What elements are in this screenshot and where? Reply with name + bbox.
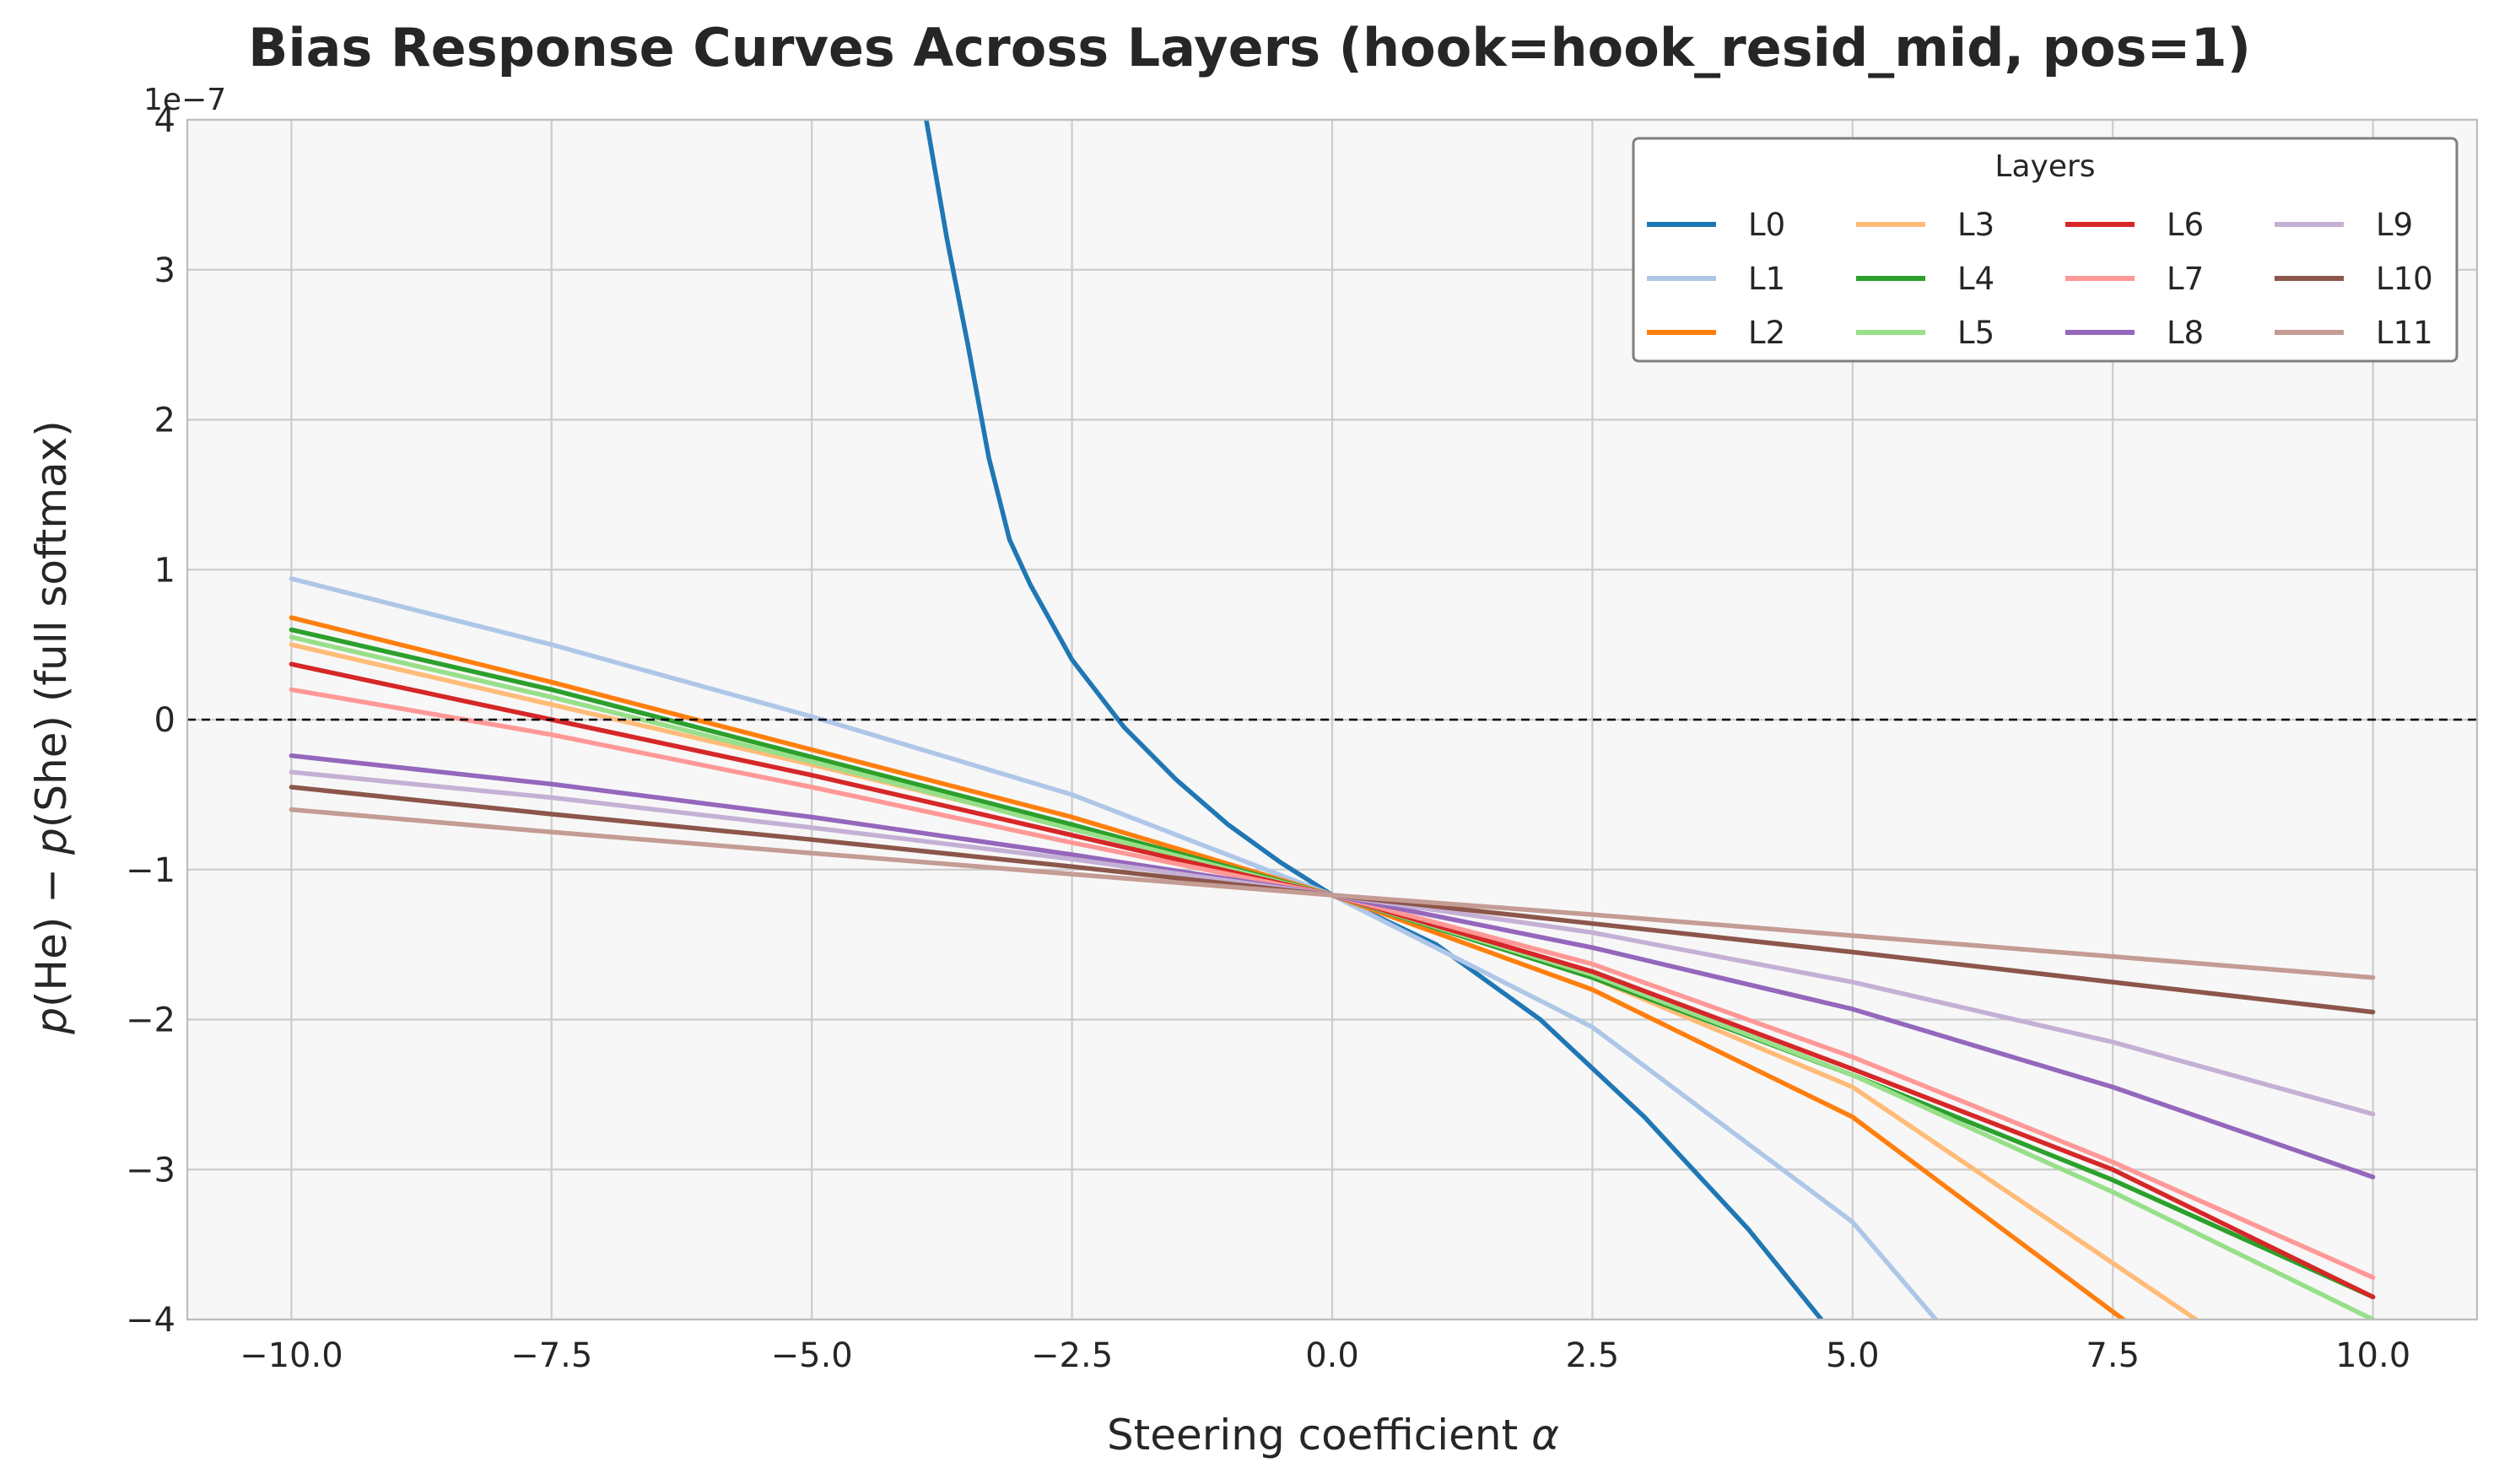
legend-entry-l10: L10	[2275, 261, 2433, 297]
y-label-part: p	[27, 828, 76, 855]
series-lines	[289, 120, 2376, 1319]
x-tick-label: −7.5	[510, 1336, 592, 1375]
y-label-part: p	[27, 1007, 76, 1035]
y-tick-label: 0	[154, 701, 175, 740]
legend-entry-l6: L6	[2065, 207, 2204, 243]
legend-label: L6	[2167, 207, 2204, 243]
x-axis-label: Steering coefficient α	[1107, 1411, 1559, 1460]
y-axis-label: p(He) − p(She) (full softmax)	[27, 420, 76, 1035]
legend-entry-l11: L11	[2275, 315, 2433, 351]
legend-label: L0	[1748, 207, 1785, 243]
legend-entry-l8: L8	[2065, 315, 2204, 351]
legend-label: L11	[2376, 315, 2433, 351]
x-tick-label: 5.0	[1826, 1336, 1880, 1375]
series-line-l1	[289, 576, 1939, 1319]
x-tick-label: 0.0	[1305, 1336, 1359, 1375]
y-label-part: (He) −	[27, 855, 76, 1007]
legend-entry-l5: L5	[1856, 315, 1994, 351]
series-line-l2	[289, 615, 2126, 1319]
legend-entry-l3: L3	[1856, 207, 1994, 243]
legend-label: L9	[2376, 207, 2413, 243]
legend-box	[1632, 137, 2459, 363]
y-tick-label: −3	[126, 1151, 175, 1190]
legend-entry-l7: L7	[2065, 261, 2204, 297]
x-tick-label: −2.5	[1031, 1336, 1113, 1375]
y-tick-label: −2	[126, 1001, 175, 1040]
plot-frame	[186, 118, 2479, 1321]
y-tick-label: 4	[154, 101, 175, 140]
series-line-l11	[289, 807, 2376, 980]
legend-label: L8	[2167, 315, 2204, 351]
y-tick-label: 2	[154, 402, 175, 440]
y-label-part: (She) (full softmax)	[27, 420, 76, 828]
x-tick-label: 2.5	[1566, 1336, 1620, 1375]
legend-entry-l2: L2	[1647, 315, 1785, 351]
y-tick-label: 3	[154, 251, 175, 290]
y-tick-label: −4	[126, 1301, 175, 1340]
legend-entry-l4: L4	[1856, 261, 1994, 297]
chart-title: Bias Response Curves Across Layers (hook…	[248, 17, 2251, 78]
legend-entry-l1: L1	[1647, 261, 1785, 297]
legend-label: L7	[2167, 261, 2204, 297]
y-tick-label: 1	[154, 551, 175, 590]
x-tick-label: 7.5	[2086, 1336, 2140, 1375]
legend-entry-l9: L9	[2275, 207, 2413, 243]
legend-label: L5	[1957, 315, 1994, 351]
x-tick-label: −10.0	[240, 1336, 343, 1375]
alpha-symbol: α	[1531, 1411, 1559, 1460]
x-tick-label: −5.0	[771, 1336, 853, 1375]
y-tick-label: −1	[126, 851, 175, 890]
y-axis-offset-label: 1e−7	[143, 83, 226, 117]
legend-label: L1	[1748, 261, 1785, 297]
series-line-l0	[924, 120, 1824, 1319]
legend-label: L10	[2376, 261, 2433, 297]
x-tick-label: 10.0	[2335, 1336, 2410, 1375]
legend-label: L3	[1957, 207, 1994, 243]
legend-entry-l0: L0	[1647, 207, 1785, 243]
legend-label: L4	[1957, 261, 1994, 297]
legend-title: Layers	[1994, 149, 2095, 184]
legend-label: L2	[1748, 315, 1785, 351]
legend: Layers L0 L1 L2 L3 L4 L5 L6 L7 L8 L9 L10 L11	[1632, 137, 2459, 363]
